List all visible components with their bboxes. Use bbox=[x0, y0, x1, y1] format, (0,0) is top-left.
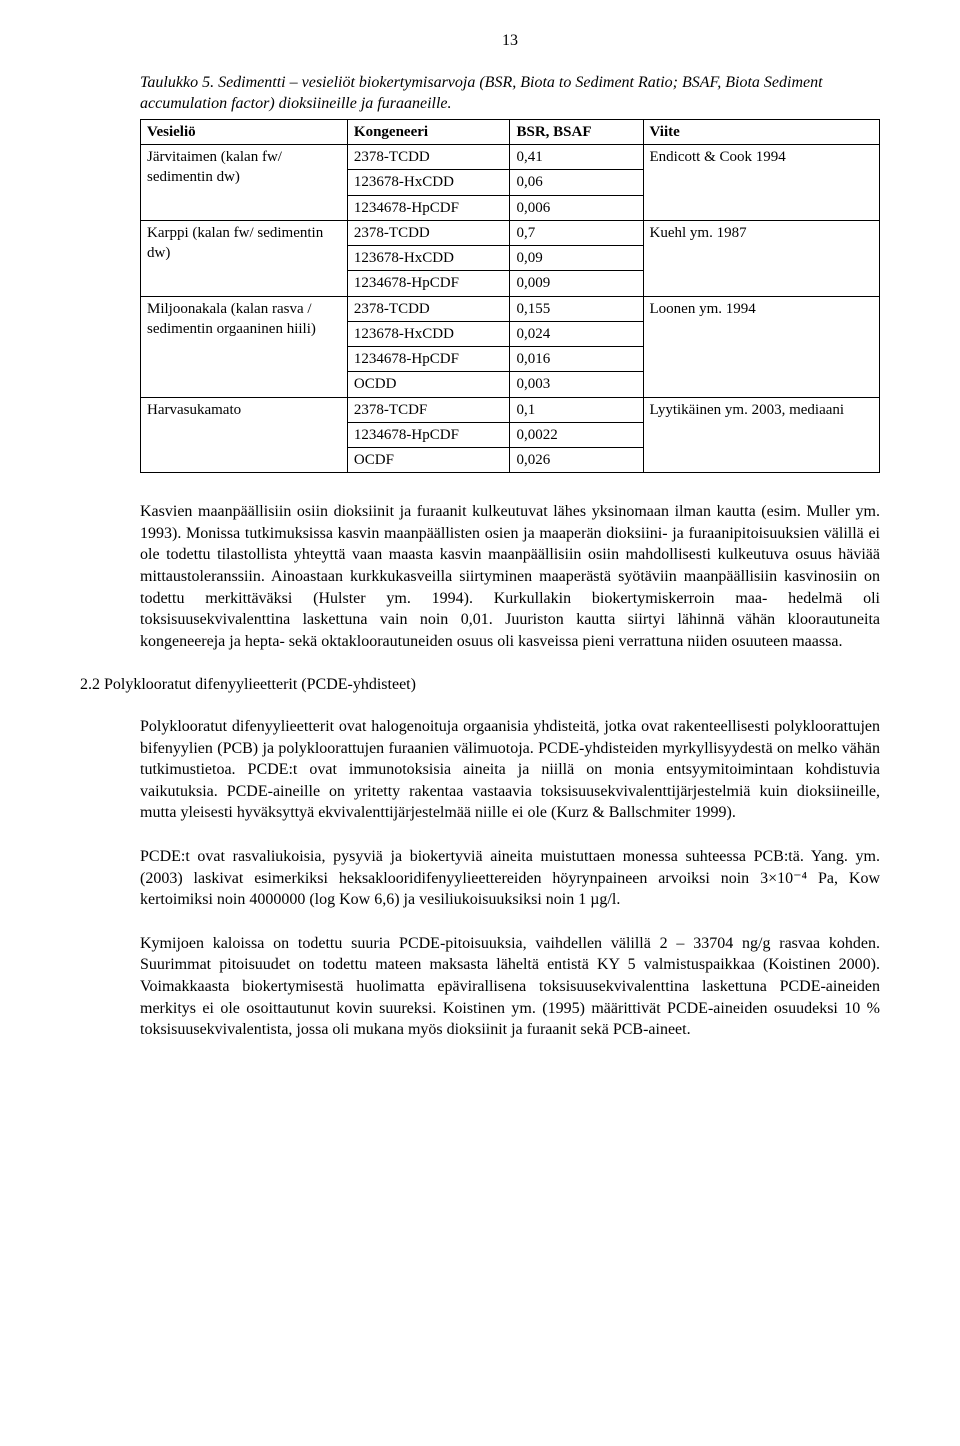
cell-reference: Loonen ym. 1994 bbox=[643, 296, 880, 397]
cell-value: 0,0022 bbox=[510, 422, 643, 447]
th-reference: Viite bbox=[643, 119, 880, 144]
th-congener: Kongeneeri bbox=[347, 119, 510, 144]
cell-value: 0,09 bbox=[510, 246, 643, 271]
cell-value: 0,026 bbox=[510, 448, 643, 473]
paragraph-4: Kymijoen kaloissa on todettu suuria PCDE… bbox=[140, 933, 880, 1041]
cell-reference: Lyytikäinen ym. 2003, mediaani bbox=[643, 397, 880, 473]
cell-value: 0,1 bbox=[510, 397, 643, 422]
data-table: Vesieliö Kongeneeri BSR, BSAF Viite Järv… bbox=[140, 119, 880, 474]
cell-congener: 2378-TCDD bbox=[347, 296, 510, 321]
cell-value: 0,41 bbox=[510, 145, 643, 170]
table-row: Karppi (kalan fw/ sedimentin dw) 2378-TC… bbox=[141, 220, 880, 245]
cell-congener: OCDD bbox=[347, 372, 510, 397]
table-row: Järvitaimen (kalan fw/ sedimentin dw) 23… bbox=[141, 145, 880, 170]
paragraph-2: Polyklooratut difenyylieetterit ovat hal… bbox=[140, 716, 880, 824]
cell-value: 0,009 bbox=[510, 271, 643, 296]
cell-congener: 2378-TCDF bbox=[347, 397, 510, 422]
cell-organism: Harvasukamato bbox=[141, 397, 348, 473]
cell-value: 0,016 bbox=[510, 347, 643, 372]
cell-congener: 123678-HxCDD bbox=[347, 321, 510, 346]
cell-congener: 123678-HxCDD bbox=[347, 246, 510, 271]
table-caption: Taulukko 5. Sedimentti – vesieliöt bioke… bbox=[140, 72, 880, 115]
cell-organism: Miljoonakala (kalan rasva / sedimentin o… bbox=[141, 296, 348, 397]
cell-congener: 2378-TCDD bbox=[347, 145, 510, 170]
cell-congener: 1234678-HpCDF bbox=[347, 422, 510, 447]
table-row: Harvasukamato 2378-TCDF 0,1 Lyytikäinen … bbox=[141, 397, 880, 422]
section-heading: 2.2 Polyklooratut difenyylieetterit (PCD… bbox=[80, 674, 880, 696]
cell-organism: Järvitaimen (kalan fw/ sedimentin dw) bbox=[141, 145, 348, 221]
cell-reference: Kuehl ym. 1987 bbox=[643, 220, 880, 296]
page-number: 13 bbox=[140, 30, 880, 52]
paragraph-1: Kasvien maanpäällisiin osiin dioksiinit … bbox=[140, 501, 880, 652]
cell-congener: 1234678-HpCDF bbox=[347, 195, 510, 220]
cell-value: 0,003 bbox=[510, 372, 643, 397]
cell-congener: OCDF bbox=[347, 448, 510, 473]
cell-value: 0,155 bbox=[510, 296, 643, 321]
table-row: Miljoonakala (kalan rasva / sedimentin o… bbox=[141, 296, 880, 321]
page-container: 13 Taulukko 5. Sedimentti – vesieliöt bi… bbox=[0, 0, 960, 1446]
cell-congener: 123678-HxCDD bbox=[347, 170, 510, 195]
cell-congener: 2378-TCDD bbox=[347, 220, 510, 245]
cell-value: 0,024 bbox=[510, 321, 643, 346]
cell-value: 0,006 bbox=[510, 195, 643, 220]
cell-organism: Karppi (kalan fw/ sedimentin dw) bbox=[141, 220, 348, 296]
table-header-row: Vesieliö Kongeneeri BSR, BSAF Viite bbox=[141, 119, 880, 144]
th-organism: Vesieliö bbox=[141, 119, 348, 144]
cell-value: 0,7 bbox=[510, 220, 643, 245]
paragraph-3: PCDE:t ovat rasvaliukoisia, pysyviä ja b… bbox=[140, 846, 880, 911]
cell-value: 0,06 bbox=[510, 170, 643, 195]
th-bsr: BSR, BSAF bbox=[510, 119, 643, 144]
cell-reference: Endicott & Cook 1994 bbox=[643, 145, 880, 221]
cell-congener: 1234678-HpCDF bbox=[347, 347, 510, 372]
cell-congener: 1234678-HpCDF bbox=[347, 271, 510, 296]
